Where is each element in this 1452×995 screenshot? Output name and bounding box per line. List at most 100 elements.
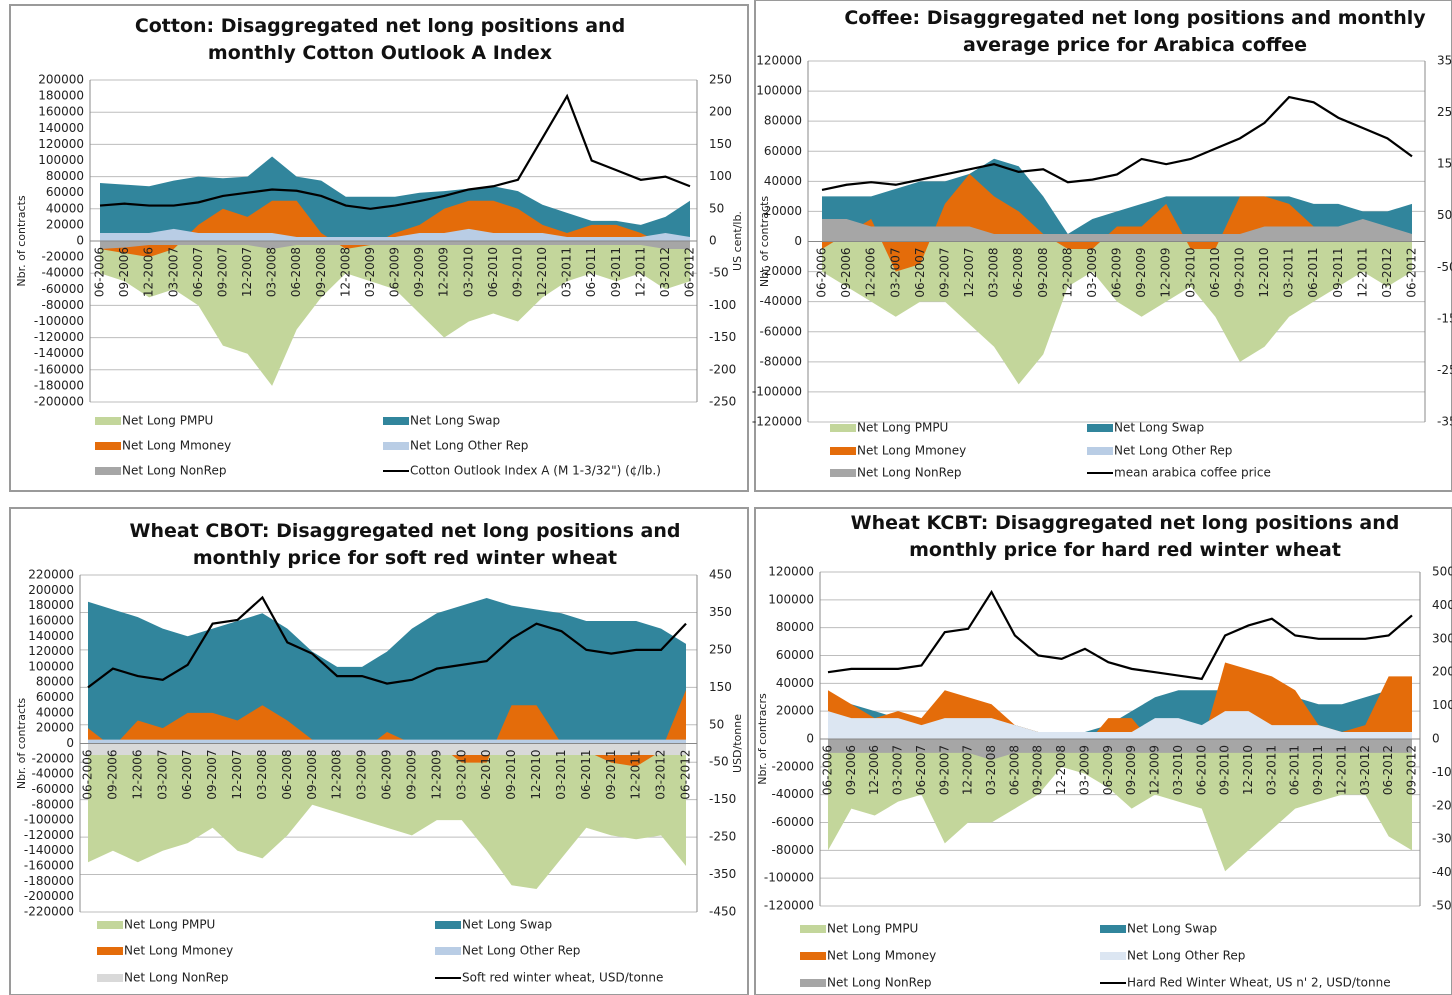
x-tick-label: 03-2009 [355, 750, 369, 800]
y-tick-label: 200000 [38, 73, 84, 87]
x-tick-label: 06-2012 [679, 750, 693, 800]
y-tick-label: 140000 [38, 121, 84, 135]
y2-tick-label: 150 [1437, 157, 1452, 171]
legend-swatch [435, 947, 461, 955]
area [88, 689, 686, 767]
legend-label: Net Long Other Rep [462, 944, 580, 958]
x-tick-label: 03-2012 [1380, 248, 1394, 298]
x-tick-label: 09-2007 [215, 247, 229, 297]
x-tick-label: 09-2009 [404, 750, 418, 800]
x-tick-label: 12-2007 [230, 750, 244, 800]
y2-tick-label: 450 [709, 568, 732, 582]
legend-label: mean arabica coffee price [1114, 466, 1271, 480]
area [88, 743, 686, 755]
legend-swatch [97, 947, 123, 955]
area [828, 739, 1412, 872]
x-tick-label: 12-2006 [867, 745, 881, 795]
x-tick-label: 06-2011 [1306, 248, 1320, 298]
y2-tick-label: -350 [709, 867, 736, 881]
legend-label: Net Long PMPU [124, 918, 215, 932]
y-tick-label: -200000 [34, 395, 84, 409]
x-tick-label: 12-2009 [1148, 745, 1162, 795]
y-tick-label: -80000 [31, 797, 74, 811]
y-tick-label: 120000 [28, 644, 74, 658]
legend-label: Net Long NonRep [857, 466, 961, 480]
y-tick-label: 40000 [36, 705, 74, 719]
y-tick-label: -40000 [31, 767, 74, 781]
x-tick-label: 06-2007 [191, 247, 205, 297]
legend-label: Net Long Swap [410, 414, 500, 428]
y-tick-label: 0 [794, 234, 802, 248]
y-tick-label: 80000 [36, 675, 74, 689]
y-tick-label: 40000 [764, 174, 802, 188]
y-tick-label: -140000 [24, 843, 74, 857]
area [100, 200, 690, 258]
x-tick-label: 09-2007 [937, 248, 951, 298]
x-tick-label: 06-2009 [380, 750, 394, 800]
x-tick-label: 12-2011 [629, 750, 643, 800]
y2-tick-label: 50 [709, 201, 724, 215]
x-tick-label: 12-2007 [240, 247, 254, 297]
legend-swatch [1087, 424, 1113, 432]
x-tick-label: 06-2006 [815, 248, 829, 298]
y-tick-label: -160000 [24, 859, 74, 873]
y2-tick-label: -200 [709, 362, 736, 376]
panel [754, 507, 1452, 995]
y-tick-label: 160000 [38, 105, 84, 119]
area [822, 218, 1412, 242]
legend-swatch [97, 921, 123, 929]
legend-swatch [1100, 952, 1126, 960]
x-tick-label: 06-2012 [683, 247, 697, 297]
y-tick-label: 0 [76, 234, 84, 248]
y-tick-label: 20000 [36, 721, 74, 735]
chart-title: Wheat CBOT: Disaggregated net long posit… [129, 520, 681, 569]
x-tick-label: 09-2010 [1232, 248, 1246, 298]
x-tick-label: 09-2010 [1218, 745, 1232, 795]
y-tick-label: -20000 [31, 751, 74, 765]
legend-label: Net Long PMPU [122, 414, 213, 428]
legend-swatch [830, 469, 856, 477]
y-tick-label: -120000 [34, 330, 84, 344]
y-tick-label: -20000 [41, 250, 84, 264]
legend-label: Net Long Swap [1127, 922, 1217, 936]
y-tick-label: -20000 [759, 264, 802, 278]
x-tick-label: 12-2008 [338, 247, 352, 297]
y-tick-label: 220000 [28, 568, 74, 582]
y-tick-label: -180000 [34, 378, 84, 392]
legend-label: Net Long Swap [1114, 421, 1204, 435]
y2-tick-label: 200 [1432, 665, 1452, 679]
x-tick-label: 09-2008 [1036, 248, 1050, 298]
y-tick-label: 40000 [776, 676, 814, 690]
y2-tick-label: 50 [1437, 208, 1452, 222]
legend-swatch [383, 417, 409, 425]
y-tick-label: 0 [66, 736, 74, 750]
area [822, 241, 1412, 385]
chart-title: Wheat KCBT: Disaggregated net long posit… [850, 512, 1400, 561]
x-tick-label: 03-2009 [363, 247, 377, 297]
y2-tick-label: -200 [1432, 798, 1452, 812]
y2-tick-label: -250 [709, 395, 736, 409]
y2-tick-label: -50 [709, 266, 729, 280]
x-tick-label: 12-2009 [1159, 248, 1173, 298]
legend-swatch [95, 467, 121, 475]
x-tick-label: 03-2011 [1264, 745, 1278, 795]
legend-label: Hard Red Winter Wheat, US n' 2, USD/tonn… [1127, 976, 1391, 990]
y-tick-label: 120000 [38, 137, 84, 151]
y-tick-label: 160000 [28, 613, 74, 627]
x-tick-label: 03-2008 [255, 750, 269, 800]
panel [9, 4, 749, 492]
y-tick-label: -120000 [752, 415, 802, 429]
y2-tick-label: 250 [709, 642, 732, 656]
x-tick-label: 06-2007 [180, 750, 194, 800]
y-tick-label: -180000 [24, 874, 74, 888]
x-tick-label: 03-2011 [1282, 248, 1296, 298]
x-tick-label: 09-2008 [305, 750, 319, 800]
y-tick-label: 60000 [764, 144, 802, 158]
x-tick-label: 06-2008 [1007, 745, 1021, 795]
legend-swatch [95, 442, 121, 450]
y-tick-label: -120000 [764, 899, 814, 913]
y2-tick-label: 350 [1437, 54, 1452, 68]
x-tick-label: 06-2008 [1011, 248, 1025, 298]
